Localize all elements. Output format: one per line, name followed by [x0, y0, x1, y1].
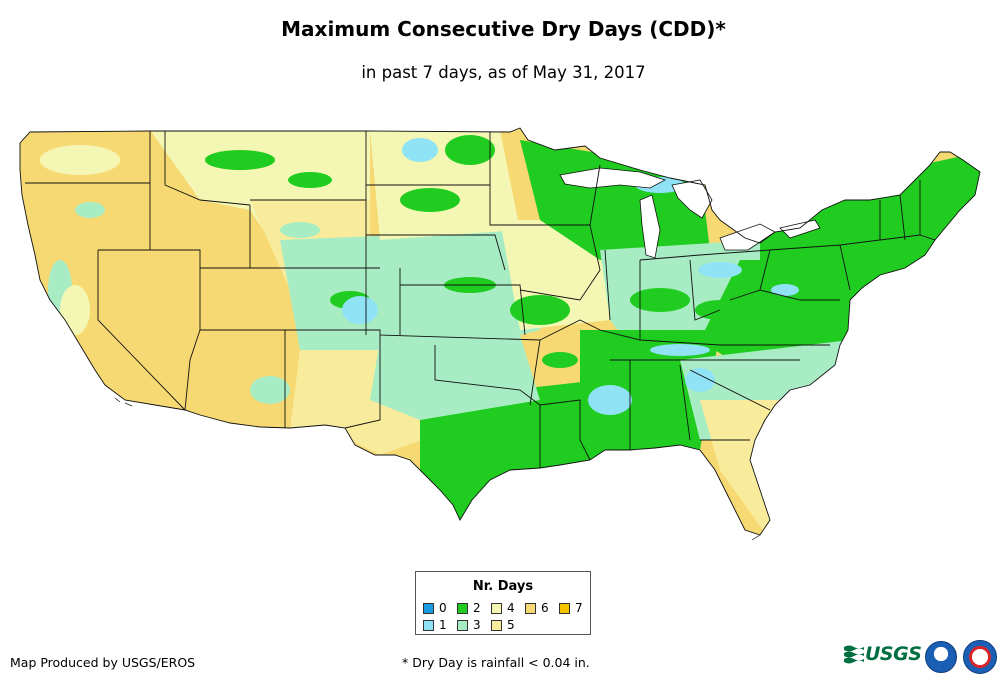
legend-label: 7	[575, 601, 583, 615]
legend-swatch	[559, 602, 570, 614]
nws-logo-icon	[963, 640, 997, 674]
map-subtitle: in past 7 days, as of May 31, 2017	[361, 63, 646, 82]
legend-item-0: 0	[423, 601, 447, 615]
coast-detail	[114, 397, 761, 541]
legend-item-4: 4	[491, 601, 515, 615]
cdd-raster	[20, 128, 980, 535]
legend-swatch	[525, 602, 536, 614]
legend-item-2: 2	[457, 601, 481, 615]
legend-label: 4	[507, 601, 515, 615]
legend-label: 1	[439, 618, 447, 632]
legend-swatch	[423, 619, 434, 631]
usgs-wave-icon	[844, 645, 864, 664]
legend-item-5: 5	[491, 618, 515, 632]
map-credit: Map Produced by USGS/EROS	[10, 655, 196, 670]
legend-label: 0	[439, 601, 447, 615]
legend-item-3: 3	[457, 618, 481, 632]
state-boundaries	[19, 127, 981, 536]
legend-swatch	[457, 602, 468, 614]
usgs-wordmark: USGS	[865, 643, 922, 665]
usgs-logo: USGS	[843, 643, 922, 665]
legend: Nr. Days 0 1 2 3 4 5 6 7	[415, 571, 591, 635]
legend-swatch	[423, 602, 434, 614]
legend-item-1: 1	[423, 618, 447, 632]
great-lakes	[559, 167, 821, 259]
dry-day-footnote: * Dry Day is rainfall < 0.04 in.	[402, 655, 590, 670]
legend-label: 3	[473, 618, 481, 632]
legend-item-6: 6	[525, 601, 549, 615]
legend-label: 5	[507, 618, 515, 632]
legend-label: 6	[541, 601, 549, 615]
legend-item-7: 7	[559, 601, 583, 615]
noaa-logo-icon	[925, 641, 957, 673]
legend-swatch	[491, 602, 502, 614]
map-title: Maximum Consecutive Dry Days (CDD)*	[281, 17, 726, 41]
legend-swatch	[457, 619, 468, 631]
legend-swatch	[491, 619, 502, 631]
legend-label: 2	[473, 601, 481, 615]
legend-title: Nr. Days	[472, 579, 534, 594]
